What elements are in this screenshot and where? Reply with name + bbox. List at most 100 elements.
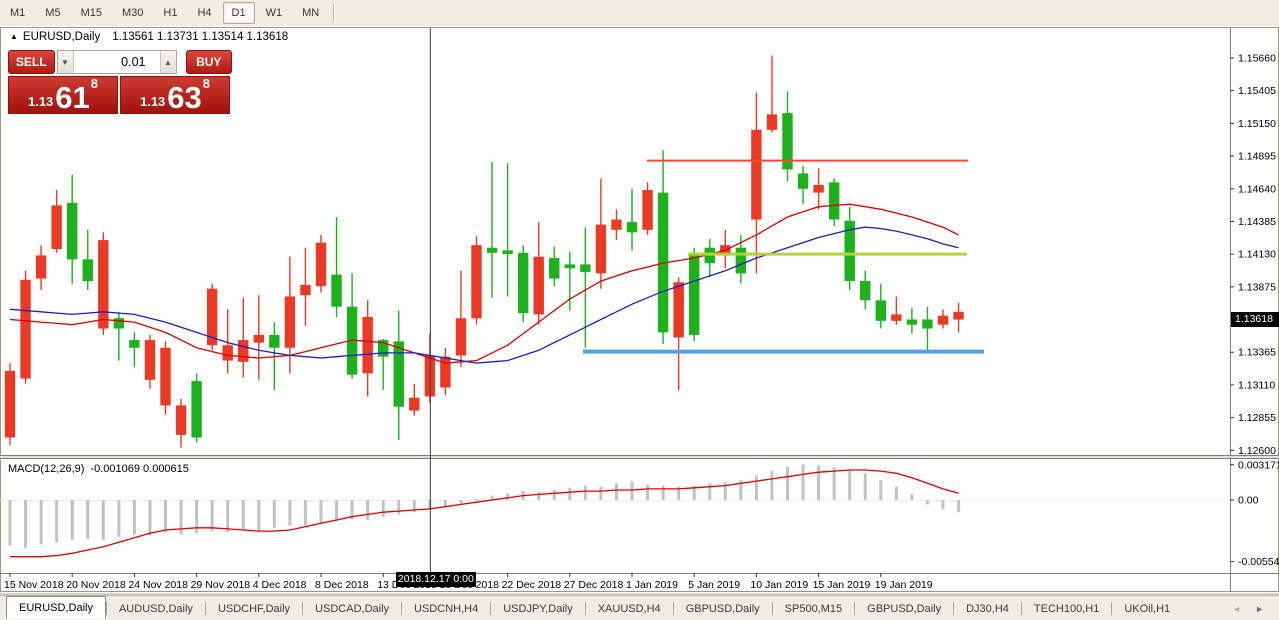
tab-divider	[490, 602, 492, 615]
chart-tab-USDCNH-H4[interactable]: USDCNH,H4	[414, 602, 479, 615]
candle-body	[486, 247, 498, 253]
candle-body	[175, 405, 187, 435]
candle-body	[315, 242, 327, 287]
candle-body	[564, 264, 575, 269]
candle-body	[4, 370, 16, 438]
chart-tab-GBPUSD-Daily[interactable]: GBPUSD,Daily	[685, 602, 760, 615]
timeframe-button-M30[interactable]: M30	[121, 7, 144, 19]
chart-tab-USDCAD-Daily[interactable]: USDCAD,Daily	[315, 602, 390, 615]
candle-body	[626, 222, 638, 233]
chart-tab-USDCHF-Daily[interactable]: USDCHF,Daily	[217, 602, 291, 615]
timeframe-button-H1[interactable]: H1	[163, 7, 178, 19]
candle-body	[595, 224, 607, 274]
tab-divider	[401, 602, 403, 615]
candle-body	[611, 219, 622, 230]
price-axis-label: 1.15660	[1238, 53, 1276, 65]
chart-window[interactable]: 1.15660 1.15405 1.15150 1.14895 1.14640 1.143…	[0, 26, 1279, 593]
timeframe-button-M1[interactable]: M1	[10, 7, 26, 19]
candle-body	[455, 318, 467, 356]
candle-body	[673, 282, 684, 338]
timeframe-button-D1[interactable]: D1	[222, 2, 255, 24]
date-axis-label: 15 Nov 2018	[4, 579, 64, 591]
candle-body	[580, 264, 591, 273]
chart-tab-XAUUSD-H4[interactable]: XAUUSD,H4	[597, 602, 661, 615]
candle-body	[144, 340, 156, 380]
candle-body	[642, 190, 653, 230]
sell-price-button[interactable]: 1.13 61 8	[8, 76, 118, 114]
candle-body	[113, 318, 125, 329]
buy-price-point: 8	[202, 76, 211, 91]
chart-tab-GBPUSD-Daily[interactable]: GBPUSD,Daily	[867, 602, 942, 615]
trade-panel-controls: SELL ▼ ▲ BUY	[8, 50, 232, 74]
sell-button[interactable]: SELL	[8, 50, 55, 74]
chart-tab-AUDUSD-Daily[interactable]: AUDUSD,Daily	[118, 602, 193, 615]
date-axis-label: 5 Jan 2019	[688, 579, 740, 591]
candle-body	[35, 255, 47, 279]
buy-price-button[interactable]: 1.13 63 8	[120, 76, 230, 114]
chart-title: ▲ EURUSD,Daily 1.13561 1.13731 1.13514 1.1…	[10, 31, 288, 43]
candle-body	[362, 316, 373, 374]
candle-body	[549, 258, 560, 279]
macd-axis-label: 0.003171	[1238, 459, 1279, 471]
tab-divider	[672, 602, 674, 615]
tab-divider	[105, 602, 107, 615]
tab-divider	[854, 602, 856, 615]
timeframe-button-M15[interactable]: M15	[80, 7, 102, 19]
volume-input[interactable]	[73, 51, 160, 73]
chart-tab-UKOil-H1[interactable]: UKOil,H1	[1124, 602, 1171, 615]
macd-signal-line	[10, 469, 959, 558]
price-axis-label: 1.13365	[1238, 347, 1276, 359]
price-axis-label: 1.15405	[1238, 85, 1276, 97]
chart-collapse-arrow-icon[interactable]: ▲	[10, 32, 18, 41]
sell-price-prefix: 1.13	[27, 94, 54, 109]
candle-body	[766, 114, 778, 130]
tab-divider	[302, 602, 304, 615]
volume-decrease-button[interactable]: ▼	[57, 51, 74, 73]
tab-scroll-right-icon[interactable]: ►	[1255, 603, 1264, 614]
candle-body	[300, 284, 311, 296]
candle-body	[797, 173, 809, 189]
chart-tab-DJ30-H4[interactable]: DJ30,H4	[966, 602, 1009, 615]
macd-indicator-label: MACD(12,26,9) -0.001069 0.000615	[8, 463, 189, 475]
candle-body	[284, 296, 296, 348]
candle-body	[906, 319, 918, 325]
crosshair-date-tooltip: 2018.12.17 0:00	[395, 572, 476, 587]
timeframe-button-H4[interactable]: H4	[197, 7, 212, 19]
toolbar-divider	[333, 4, 335, 22]
date-axis-label: 20 Nov 2018	[66, 579, 126, 591]
tab-divider	[953, 602, 955, 615]
macd-values: -0.001069 0.000615	[90, 463, 189, 475]
date-axis-label: 27 Dec 2018	[564, 579, 624, 591]
timeframe-button-MN[interactable]: MN	[302, 7, 320, 19]
buy-button[interactable]: BUY	[185, 50, 232, 74]
candle-body	[331, 274, 342, 307]
chart-tab-EURUSD-Daily[interactable]: EURUSD,Daily	[6, 596, 106, 619]
tab-divider	[204, 602, 206, 615]
candle-body	[953, 311, 964, 320]
price-axis-label: 1.14130	[1238, 249, 1276, 261]
candle-body	[20, 279, 31, 379]
chart-tab-USDJPY-Daily[interactable]: USDJPY,Daily	[503, 602, 573, 615]
date-axis-label: 10 Jan 2019	[750, 579, 808, 591]
volume-stepper: ▼ ▲	[56, 50, 177, 74]
chart-tab-TECH100-H1[interactable]: TECH100,H1	[1033, 602, 1100, 615]
tab-scroll-left-icon[interactable]: ◄	[1232, 603, 1242, 614]
pane-splitter[interactable]	[0, 455, 1279, 458]
candle-body	[67, 202, 78, 260]
buy-price-prefix: 1.13	[139, 94, 166, 109]
price-chart-canvas[interactable]: 1.15660 1.15405 1.15150 1.14895 1.14640 1.143…	[0, 26, 1279, 593]
candle-body	[82, 259, 93, 282]
timeframe-button-M5[interactable]: M5	[45, 7, 61, 19]
macd-name: MACD(12,26,9)	[8, 463, 85, 475]
date-axis-label: 29 Nov 2018	[191, 579, 251, 591]
timeframe-button-W1[interactable]: W1	[265, 7, 283, 19]
symbol-tab-bar: EURUSD,Daily AUDUSD,Daily USDCHF,Daily USDC…	[0, 595, 1279, 620]
candle-body	[409, 397, 420, 411]
trade-panel-quotes: 1.13 61 8 1.13 63 8	[8, 76, 232, 114]
chart-tab-SP500-M15[interactable]: SP500,M15	[784, 602, 843, 615]
candle-body	[440, 356, 451, 388]
volume-increase-button[interactable]: ▲	[159, 51, 176, 73]
date-axis-label: 24 Nov 2018	[128, 579, 188, 591]
tab-divider	[771, 602, 773, 615]
price-axis-label: 1.12600	[1238, 445, 1276, 457]
